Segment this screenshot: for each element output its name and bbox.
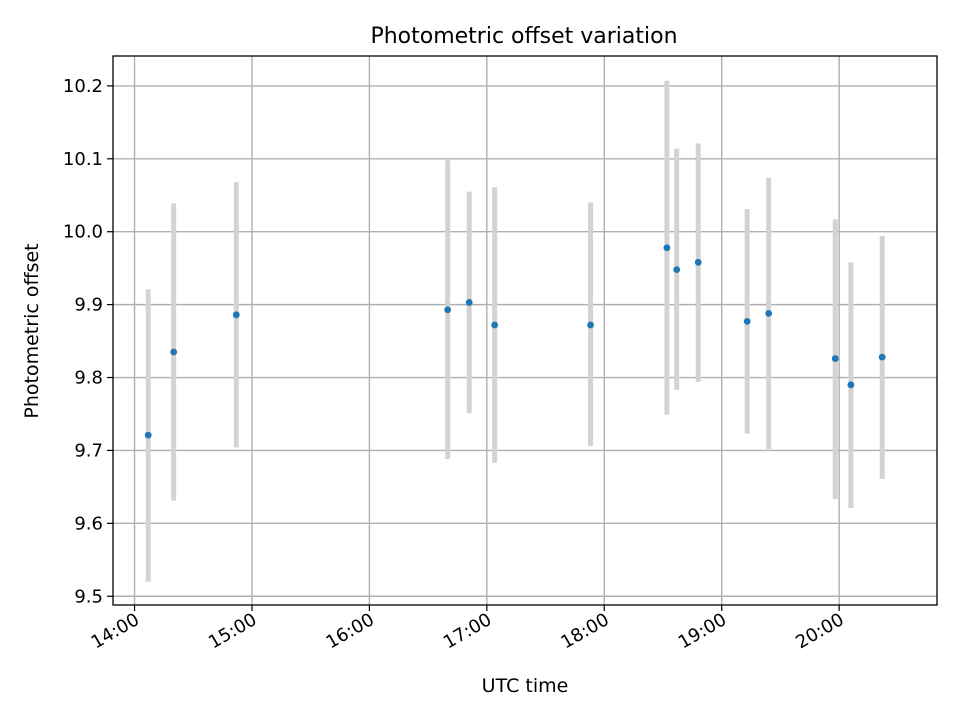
y-tick-label: 10.0 <box>63 222 103 243</box>
data-point <box>465 299 473 306</box>
data-point <box>743 317 751 325</box>
data-point <box>144 431 152 439</box>
y-tick-label: 9.8 <box>74 368 103 389</box>
data-point <box>694 258 702 266</box>
data-point <box>170 348 178 356</box>
data-point <box>232 311 240 319</box>
x-tick-label: 14:00 <box>88 609 143 653</box>
grid <box>113 56 937 605</box>
y-tick-label: 9.6 <box>74 513 103 534</box>
data-point <box>847 381 855 389</box>
y-tick-label: 10.2 <box>63 76 103 97</box>
data-point <box>765 309 773 317</box>
data-point <box>444 306 452 314</box>
plot-frame <box>112 55 938 606</box>
data-point <box>491 321 499 329</box>
y-axis: 9.5 9.6 9.7 9.8 9.9 10.0 10.1 10.2 <box>63 76 113 607</box>
data-point <box>673 266 681 274</box>
x-axis-label: UTC time <box>482 675 569 697</box>
y-tick-label: 9.9 <box>74 295 103 316</box>
x-axis: 14:00 15:00 16:00 17:00 18:00 19:00 20:00 <box>88 605 848 653</box>
x-tick-label: 19:00 <box>675 609 730 653</box>
data-point <box>831 355 839 362</box>
y-tick-label: 10.1 <box>63 149 103 170</box>
error-bars <box>145 80 885 582</box>
x-tick-label: 18:00 <box>557 609 612 653</box>
y-tick-label: 9.7 <box>74 440 103 461</box>
data-points <box>144 244 886 439</box>
y-axis-label: Photometric offset <box>21 243 43 418</box>
x-tick-label: 16:00 <box>322 609 377 653</box>
x-tick-label: 17:00 <box>440 609 495 653</box>
chart-title: Photometric offset variation <box>370 24 677 49</box>
y-tick-label: 9.5 <box>74 586 103 607</box>
data-point <box>878 353 886 361</box>
data-point <box>663 244 671 252</box>
x-tick-label: 15:00 <box>205 609 260 653</box>
data-point <box>587 321 594 329</box>
x-tick-label: 20:00 <box>792 609 847 653</box>
